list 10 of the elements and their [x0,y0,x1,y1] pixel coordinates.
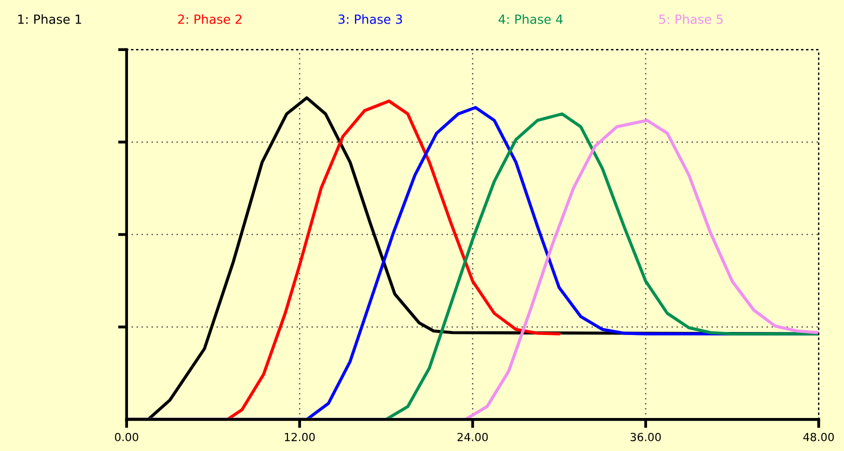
x-tick-label: 24.00 [458,432,488,442]
x-tick-label: 48.00 [803,432,834,442]
text: 2: Phase 2 [178,14,242,24]
x-tick-label: 0.00 [114,432,138,442]
text: 5: Phase 5 [659,14,723,24]
x-tick-label: 12.00 [284,432,315,442]
text: 4: Phase 4 [498,14,563,24]
text: 1: Phase 1 [18,14,82,24]
text: 3: Phase 3 [338,14,402,24]
x-tick-label: 36.00 [630,432,661,442]
